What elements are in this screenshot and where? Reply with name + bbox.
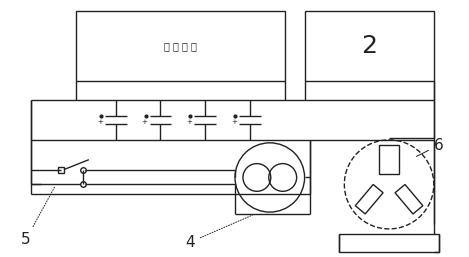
Text: +: + (142, 119, 147, 125)
Text: 6: 6 (416, 138, 444, 157)
Bar (76, 11, 285, 80)
Bar (379, 145, 399, 175)
Text: +: + (231, 119, 237, 125)
Bar (58, 167, 64, 172)
Text: +: + (186, 119, 192, 125)
Text: 4: 4 (185, 215, 252, 250)
Bar (340, 234, 439, 252)
Text: 5: 5 (21, 187, 55, 247)
Text: +: + (97, 119, 103, 125)
Text: 控 制 电 路: 控 制 电 路 (164, 41, 197, 51)
Text: 2: 2 (361, 34, 377, 58)
Bar (356, 185, 383, 214)
Bar (304, 11, 434, 80)
Bar (395, 185, 423, 214)
